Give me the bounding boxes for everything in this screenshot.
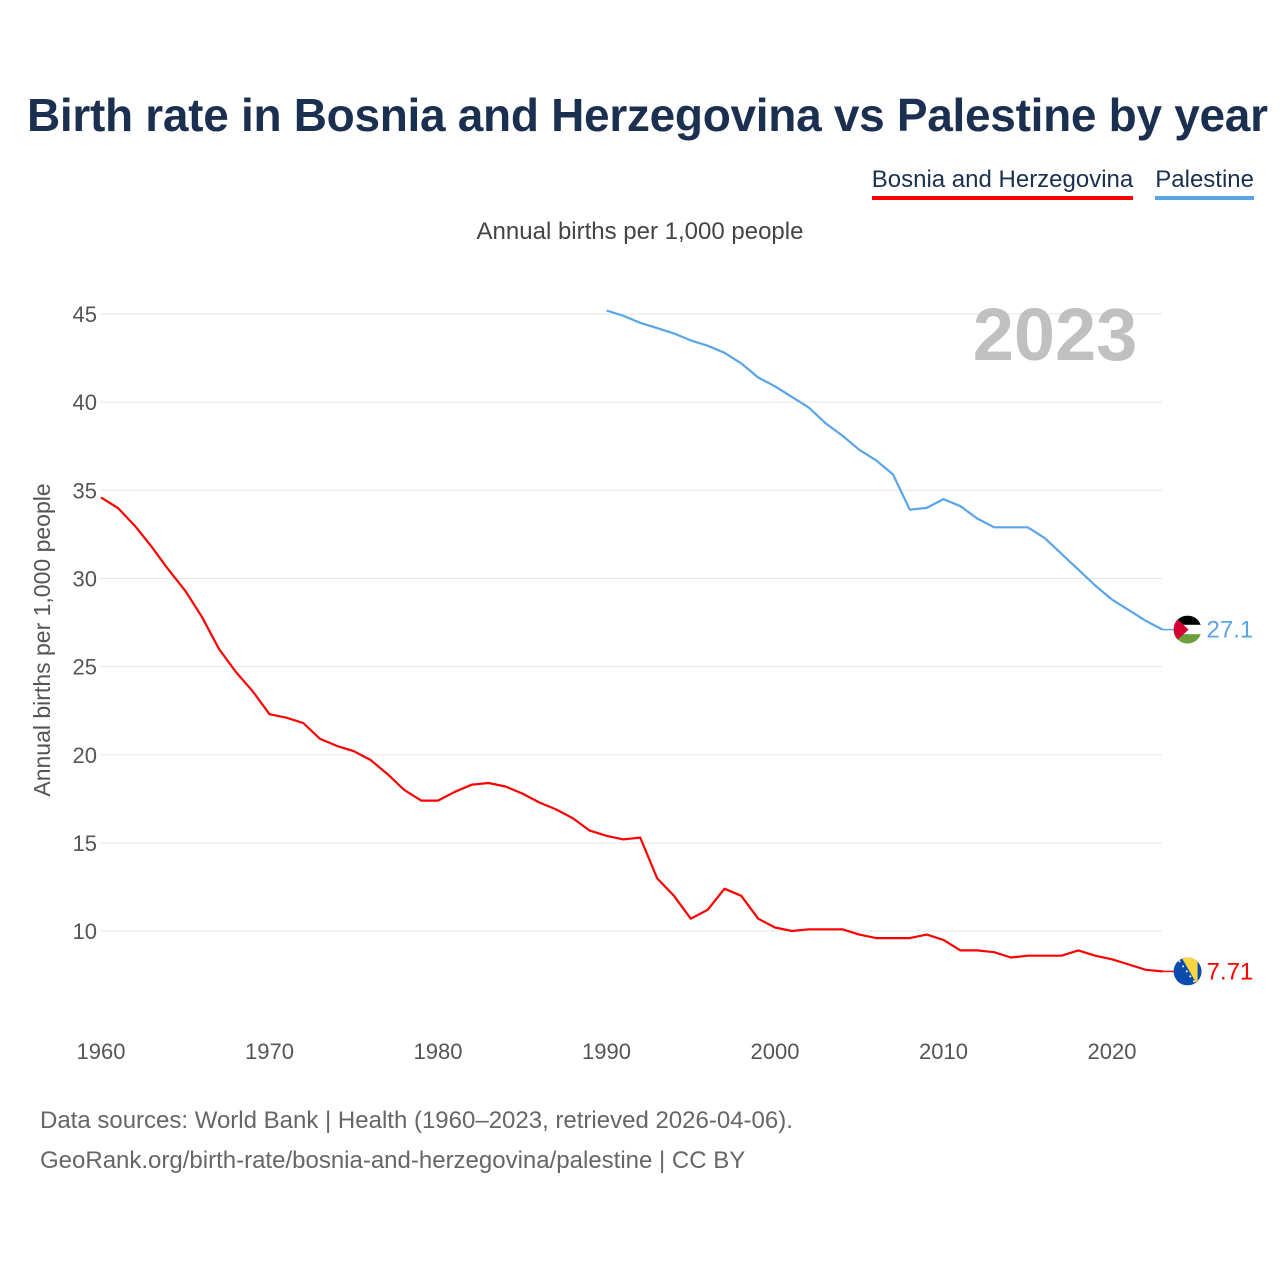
chart-title: Birth rate in Bosnia and Herzegovina vs … xyxy=(27,89,1268,141)
y-tick-label: 15 xyxy=(73,831,97,856)
x-tick-label: 2020 xyxy=(1088,1039,1137,1064)
source-url[interactable]: GeoRank.org/birth-rate/bosnia-and-herzeg… xyxy=(40,1147,746,1174)
flag-body xyxy=(1173,957,1202,986)
flag-star xyxy=(1182,965,1185,968)
legend-item-palestine[interactable]: Palestine xyxy=(1155,166,1254,200)
y-tick-label: 20 xyxy=(73,743,97,768)
source-line: Data sources: World Bank | Health (1960–… xyxy=(40,1107,793,1134)
x-tick-label: 1960 xyxy=(77,1039,126,1064)
series-line-bosnia xyxy=(100,496,1163,973)
bosnia-flag-icon xyxy=(1173,957,1202,986)
flag-star xyxy=(1178,960,1181,963)
flag-star xyxy=(1192,980,1195,983)
x-tick-label: 1990 xyxy=(582,1039,631,1064)
y-tick-label: 35 xyxy=(73,478,97,503)
year-watermark: 2023 xyxy=(973,293,1138,376)
y-tick-label: 45 xyxy=(73,302,97,327)
flag-triangle xyxy=(1173,615,1189,644)
chart-subtitle: Annual births per 1,000 people xyxy=(476,218,804,245)
end-value-label: 7.71 xyxy=(1207,958,1254,985)
y-tick-label: 10 xyxy=(73,919,97,944)
y-axis-label: Annual births per 1,000 people xyxy=(29,483,55,796)
flag-triangle xyxy=(1181,957,1198,986)
flag-body xyxy=(1173,615,1202,644)
legend-item-bosnia[interactable]: Bosnia and Herzegovina xyxy=(871,166,1134,200)
x-tick-label: 1980 xyxy=(414,1039,463,1064)
y-tick-label: 30 xyxy=(73,566,97,591)
y-tick-label: 25 xyxy=(73,655,97,680)
x-tick-label: 1970 xyxy=(245,1039,294,1064)
flag-star xyxy=(1185,970,1188,973)
palestine-flag-icon xyxy=(1173,615,1202,644)
legend: Bosnia and Herzegovina Palestine xyxy=(871,166,1254,200)
x-tick-label: 2000 xyxy=(751,1039,800,1064)
flag-stripe xyxy=(1173,615,1202,625)
flag-star xyxy=(1189,975,1192,978)
x-tick-label: 2010 xyxy=(919,1039,968,1064)
end-value-label: 27.1 xyxy=(1207,617,1254,644)
flag-stripe xyxy=(1173,634,1202,644)
y-tick-label: 40 xyxy=(73,390,97,415)
series-line-palestine xyxy=(606,309,1164,631)
